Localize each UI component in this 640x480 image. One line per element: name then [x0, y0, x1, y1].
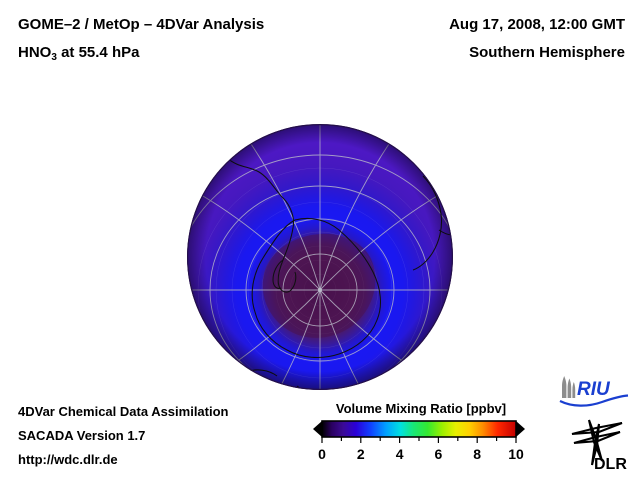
colorbar-gradient: [322, 421, 516, 437]
colorbar-graphic: [313, 420, 525, 443]
globe-outline: [187, 124, 453, 390]
riu-logo: RIU: [558, 374, 630, 408]
footer-line-url[interactable]: http://wdc.dlr.de: [18, 452, 118, 467]
colorbar-cap-high: [516, 421, 525, 437]
polar-projection-map: [187, 124, 453, 390]
colorbar-cap-low: [313, 421, 322, 437]
colorbar-tick-1: 2: [356, 446, 365, 462]
colorbar-tick-4: 8: [473, 446, 482, 462]
species-level: at 55.4 hPa: [56, 44, 140, 61]
limb-shading: [187, 124, 453, 390]
colorbar-tick-labels: 0 2 4 6 8 10: [312, 446, 526, 466]
colorbar-title: Volume Mixing Ratio [ppbv]: [335, 401, 507, 416]
colorbar-tick-2: 4: [395, 446, 404, 462]
species-formula: HNO: [18, 44, 52, 61]
colorbar-tick-5: 10: [508, 446, 524, 462]
datetime-label: Aug 17, 2008, 12:00 GMT: [449, 16, 625, 33]
colorbar-tick-3: 6: [434, 446, 443, 462]
riu-swoosh-icon: [559, 394, 629, 407]
instrument-title: GOME–2 / MetOp – 4DVar Analysis: [18, 16, 265, 33]
footer-line-assimilation: 4DVar Chemical Data Assimilation: [18, 404, 229, 419]
dlr-logo: DLR: [566, 415, 628, 473]
region-label: Southern Hemisphere: [469, 44, 625, 61]
globe-disc: [187, 124, 453, 390]
footer-line-version: SACADA Version 1.7: [18, 428, 146, 443]
dlr-whirl-icon: [571, 419, 623, 466]
riu-wordmark: RIU: [577, 379, 611, 400]
dlr-wordmark: DLR: [594, 456, 627, 473]
riu-spires-icon: [562, 376, 576, 398]
colorbar-tick-0: 0: [318, 446, 326, 462]
species-title: HNO3 at 55.4 hPa: [18, 44, 139, 63]
colorbar: [312, 419, 526, 443]
species-subscript: 3: [51, 52, 57, 63]
colorbar-ticks: [321, 437, 517, 443]
map-graphics: [187, 124, 453, 390]
